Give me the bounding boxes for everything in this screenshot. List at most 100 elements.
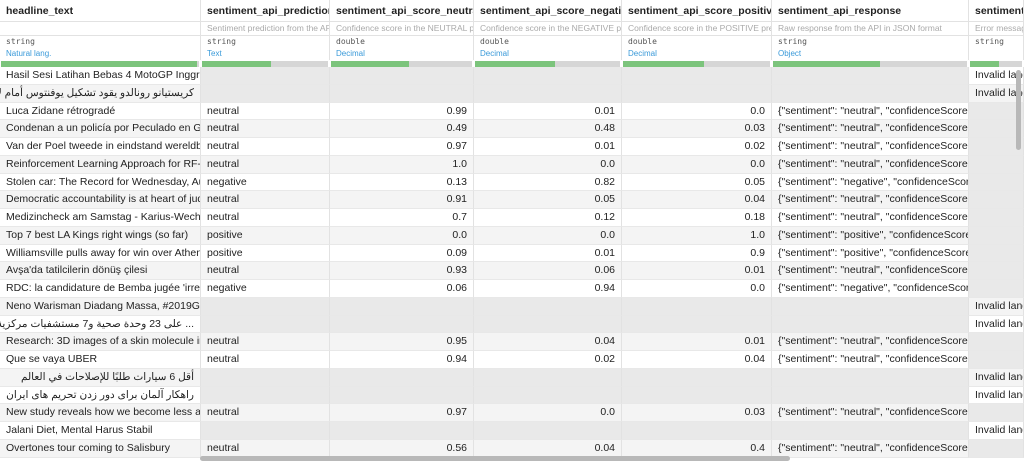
table-cell[interactable]: 0.01	[622, 333, 772, 351]
table-cell[interactable]: 0.04	[474, 333, 622, 351]
column-meaning[interactable]: Decimal	[330, 48, 474, 60]
table-cell[interactable]: 0.94	[474, 280, 622, 298]
table-cell[interactable]: {"sentiment": "neutral", "confidenceScor…	[772, 102, 969, 121]
table-cell[interactable]: Invalid langu	[969, 84, 1024, 103]
column-type[interactable]: string	[969, 36, 1024, 48]
table-cell[interactable]: Hasil Sesi Latihan Bebas 4 MotoGP Inggri…	[0, 67, 201, 85]
table-cell[interactable]: 0.97	[330, 404, 474, 422]
table-cell[interactable]: 0.06	[474, 262, 622, 280]
table-cell[interactable]: 0.01	[474, 138, 622, 156]
table-cell[interactable]: {"sentiment": "neutral", "confidenceScor…	[772, 333, 969, 351]
table-cell[interactable]: 0.94	[330, 351, 474, 369]
table-cell[interactable]: Democratic accountability is at heart of…	[0, 191, 201, 209]
table-cell[interactable]: negative	[201, 280, 330, 298]
table-cell[interactable]: {"sentiment": "neutral", "confidenceScor…	[772, 120, 969, 138]
table-cell[interactable]: 0.0	[622, 102, 772, 121]
table-cell[interactable]: {"sentiment": "positive", "confidenceSco…	[772, 226, 969, 245]
table-cell[interactable]: neutral	[201, 439, 330, 458]
column-header[interactable]: sentiment_api_score_negative	[474, 0, 622, 22]
table-cell[interactable]: Medizincheck am Samstag - Karius-Wechsel…	[0, 209, 201, 227]
table-cell[interactable]: Invalid langu	[969, 315, 1024, 334]
column-type[interactable]: double	[622, 36, 772, 48]
table-cell[interactable]: Condenan a un policía por Peculado en Ge…	[0, 120, 201, 138]
table-cell[interactable]: {"sentiment": "neutral", "confidenceScor…	[772, 191, 969, 209]
table-cell[interactable]: 1.0	[622, 226, 772, 245]
column-header[interactable]: sentiment_a	[969, 0, 1024, 22]
column-type[interactable]: double	[330, 36, 474, 48]
table-cell[interactable]: 0.0	[474, 226, 622, 245]
table-cell[interactable]: {"sentiment": "positive", "confidenceSco…	[772, 244, 969, 263]
table-cell[interactable]: Top 7 best LA Kings right wings (so far)	[0, 226, 201, 245]
table-cell[interactable]: RDC: la candidature de Bemba jugée 'irre…	[0, 280, 201, 298]
table-cell[interactable]: كريستيانو رونالدو يقود تشكيل يوفنتوس أما…	[0, 84, 201, 103]
table-cell[interactable]: neutral	[201, 138, 330, 156]
table-cell[interactable]: 0.04	[474, 439, 622, 458]
table-cell[interactable]: Invalid langu	[969, 297, 1024, 316]
table-cell[interactable]: 0.82	[474, 173, 622, 192]
table-cell[interactable]: neutral	[201, 209, 330, 227]
column-meaning[interactable]: Text	[201, 48, 330, 60]
table-cell[interactable]: 0.56	[330, 439, 474, 458]
table-cell[interactable]: {"sentiment": "neutral", "confidenceScor…	[772, 439, 969, 458]
table-cell[interactable]: 1.0	[330, 155, 474, 174]
table-cell[interactable]: neutral	[201, 351, 330, 369]
table-cell[interactable]: {"sentiment": "neutral", "confidenceScor…	[772, 351, 969, 369]
table-cell[interactable]: 0.01	[474, 102, 622, 121]
table-cell[interactable]: 0.01	[474, 244, 622, 263]
table-cell[interactable]: 0.03	[622, 404, 772, 422]
table-cell[interactable]: Overtones tour coming to Salisbury	[0, 439, 201, 458]
table-cell[interactable]: neutral	[201, 155, 330, 174]
table-cell[interactable]: 0.48	[474, 120, 622, 138]
table-cell[interactable]: Stolen car: The Record for Wednesday, Au…	[0, 173, 201, 192]
column-type[interactable]: double	[474, 36, 622, 48]
column-header[interactable]: sentiment_api_response	[772, 0, 969, 22]
table-cell[interactable]: neutral	[201, 404, 330, 422]
column-meaning[interactable]	[969, 48, 1024, 60]
table-cell[interactable]: {"sentiment": "neutral", "confidenceScor…	[772, 262, 969, 280]
table-cell[interactable]: neutral	[201, 333, 330, 351]
table-cell[interactable]: Reinforcement Learning Approach for RF-P…	[0, 155, 201, 174]
column-type[interactable]: string	[0, 36, 201, 48]
table-cell[interactable]: {"sentiment": "neutral", "confidenceScor…	[772, 155, 969, 174]
table-cell[interactable]: أقل 6 سيارات طلبًا للإصلاحات في العالم	[0, 368, 201, 387]
table-cell[interactable]: Invalid langu	[969, 422, 1024, 440]
table-cell[interactable]: neutral	[201, 191, 330, 209]
column-header[interactable]: sentiment_api_prediction	[201, 0, 330, 22]
table-cell[interactable]: neutral	[201, 102, 330, 121]
table-cell[interactable]: راهکار آلمان برای دور زدن تحریم های ایرا…	[0, 386, 201, 405]
table-cell[interactable]: Research: 3D images of a skin molecule i…	[0, 333, 201, 351]
table-cell[interactable]: 0.95	[330, 333, 474, 351]
table-cell[interactable]: {"sentiment": "neutral", "confidenceScor…	[772, 138, 969, 156]
table-cell[interactable]: Que se vaya UBER	[0, 351, 201, 369]
table-cell[interactable]: Invalid langu	[969, 386, 1024, 405]
column-meaning[interactable]: Decimal	[474, 48, 622, 60]
table-cell[interactable]: 0.97	[330, 138, 474, 156]
table-cell[interactable]: neutral	[201, 262, 330, 280]
table-cell[interactable]: Avşa'da tatilcilerin dönüş çilesi	[0, 262, 201, 280]
table-cell[interactable]: 0.0	[474, 155, 622, 174]
table-cell[interactable]: 0.13	[330, 173, 474, 192]
table-cell[interactable]: ... على 23 وحدة صحية و7 مستشفيات مركزية …	[0, 315, 201, 334]
table-cell[interactable]: 0.05	[622, 173, 772, 192]
table-cell[interactable]: Neno Warisman Diadang Massa, #2019GantiP…	[0, 297, 201, 316]
table-cell[interactable]: 0.03	[622, 120, 772, 138]
table-cell[interactable]: 0.01	[622, 262, 772, 280]
table-cell[interactable]: 0.09	[330, 244, 474, 263]
table-cell[interactable]: Invalid langu	[969, 67, 1024, 85]
table-cell[interactable]: 0.04	[622, 191, 772, 209]
column-header[interactable]: sentiment_api_score_positive	[622, 0, 772, 22]
table-cell[interactable]: 0.02	[474, 351, 622, 369]
table-cell[interactable]: Williamsville pulls away for win over At…	[0, 244, 201, 263]
table-cell[interactable]: neutral	[201, 120, 330, 138]
table-cell[interactable]: {"sentiment": "negative", "confidenceSco…	[772, 173, 969, 192]
table-cell[interactable]: 0.05	[474, 191, 622, 209]
table-cell[interactable]: 0.04	[622, 351, 772, 369]
table-cell[interactable]: 0.0	[330, 226, 474, 245]
table-cell[interactable]: {"sentiment": "neutral", "confidenceScor…	[772, 209, 969, 227]
table-cell[interactable]: Luca Zidane rétrogradé	[0, 102, 201, 121]
horizontal-scrollbar[interactable]	[200, 456, 790, 461]
column-header[interactable]: sentiment_api_score_neutral	[330, 0, 474, 22]
table-cell[interactable]: 0.0	[622, 280, 772, 298]
table-cell[interactable]: 0.93	[330, 262, 474, 280]
table-cell[interactable]: 0.02	[622, 138, 772, 156]
